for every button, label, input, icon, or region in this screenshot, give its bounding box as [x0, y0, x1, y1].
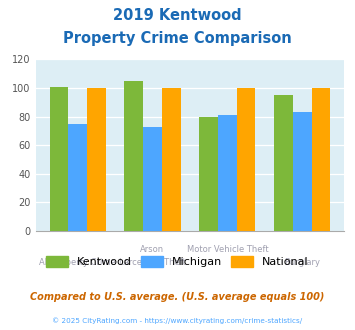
Text: Compared to U.S. average. (U.S. average equals 100): Compared to U.S. average. (U.S. average … — [30, 292, 325, 302]
Text: Burglary: Burglary — [284, 258, 320, 267]
Text: Property Crime Comparison: Property Crime Comparison — [63, 31, 292, 46]
Bar — [218, 115, 237, 231]
Text: © 2025 CityRating.com - https://www.cityrating.com/crime-statistics/: © 2025 CityRating.com - https://www.city… — [53, 317, 302, 324]
Text: Arson: Arson — [141, 245, 165, 254]
Bar — [162, 88, 181, 231]
Bar — [124, 81, 143, 231]
Bar — [293, 112, 312, 231]
Bar — [312, 88, 330, 231]
Text: Larceny & Theft: Larceny & Theft — [119, 258, 186, 267]
Bar — [237, 88, 256, 231]
Bar — [274, 95, 293, 231]
Bar — [68, 124, 87, 231]
Bar — [143, 127, 162, 231]
Legend: Kentwood, Michigan, National: Kentwood, Michigan, National — [42, 251, 313, 272]
Text: Motor Vehicle Theft: Motor Vehicle Theft — [186, 245, 268, 254]
Bar — [199, 116, 218, 231]
Bar — [50, 86, 68, 231]
Text: All Property Crime: All Property Crime — [39, 258, 116, 267]
Bar — [87, 88, 106, 231]
Text: 2019 Kentwood: 2019 Kentwood — [113, 8, 242, 23]
